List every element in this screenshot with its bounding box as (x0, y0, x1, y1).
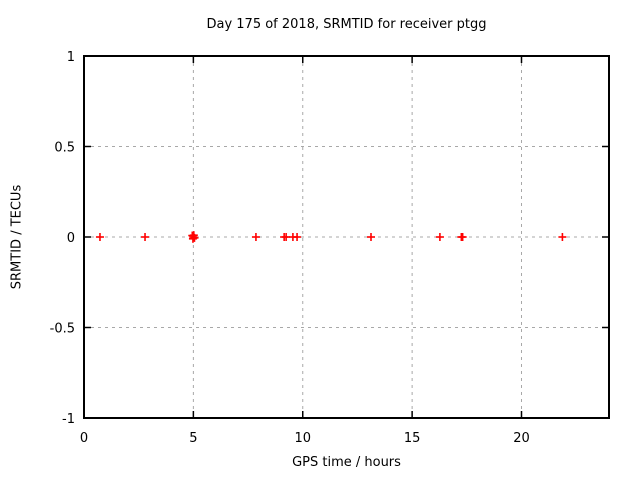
y-tick-label: 0 (67, 231, 75, 246)
y-tick-label: -1 (62, 412, 75, 427)
chart-title: Day 175 of 2018, SRMTID for receiver ptg… (206, 17, 487, 32)
y-tick-label: -0.5 (50, 322, 75, 337)
x-tick-label: 0 (80, 431, 88, 446)
x-tick-label: 15 (404, 431, 421, 446)
x-tick-label: 5 (189, 431, 197, 446)
x-tick-label: 20 (513, 431, 530, 446)
x-tick-label: 10 (294, 431, 311, 446)
x-axis-label: GPS time / hours (292, 455, 401, 470)
y-tick-label: 1 (67, 50, 75, 65)
y-tick-label: 0.5 (54, 141, 75, 156)
